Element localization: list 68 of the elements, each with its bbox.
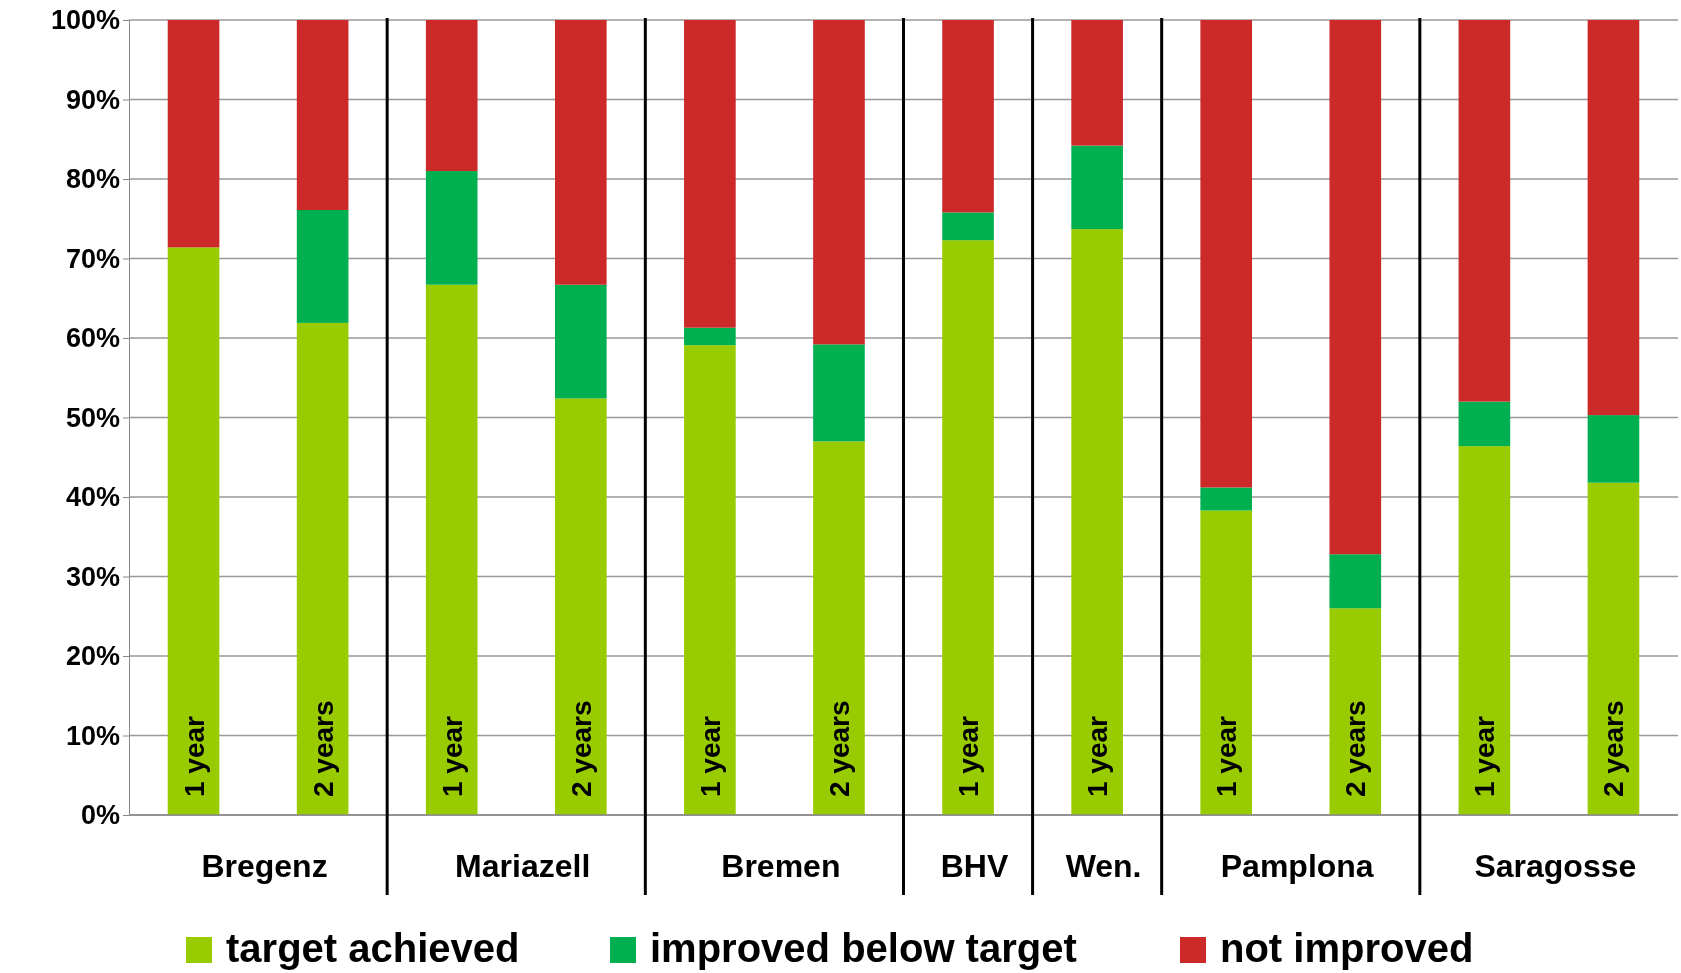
x-tick-label: 2 years bbox=[1598, 700, 1630, 797]
bar bbox=[1587, 20, 1640, 416]
y-tick-label: 50% bbox=[65, 402, 120, 433]
y-tick-label: 30% bbox=[65, 561, 120, 592]
y-tick-label: 70% bbox=[65, 243, 120, 274]
bar bbox=[1071, 145, 1123, 230]
bar bbox=[425, 284, 478, 815]
y-tick-label: 80% bbox=[65, 164, 120, 195]
x-tick-label: 1 year bbox=[694, 715, 726, 797]
y-tick-label: 100% bbox=[50, 5, 120, 36]
bar bbox=[684, 327, 736, 346]
bar bbox=[1200, 20, 1253, 488]
y-tick-label: 0% bbox=[80, 800, 120, 831]
bar bbox=[167, 247, 220, 815]
bar bbox=[296, 210, 349, 323]
bar bbox=[554, 284, 607, 399]
bar bbox=[942, 240, 994, 815]
bar bbox=[1329, 608, 1382, 815]
bar bbox=[1200, 510, 1253, 815]
legend-label: target achieved bbox=[226, 926, 520, 970]
legend-label: improved below target bbox=[650, 926, 1077, 970]
text: Mariazell bbox=[455, 848, 591, 884]
legend-label: not improved bbox=[1220, 926, 1474, 970]
y-tick-label: 90% bbox=[65, 84, 120, 115]
bar bbox=[1329, 20, 1382, 555]
bar bbox=[167, 20, 220, 248]
bar bbox=[813, 344, 865, 442]
x-tick-label: 1 year bbox=[1211, 715, 1243, 797]
x-tick-label: 2 years bbox=[1340, 700, 1372, 797]
bar bbox=[813, 441, 865, 815]
x-tick-label: 2 years bbox=[565, 700, 597, 797]
bar bbox=[942, 212, 994, 241]
y-tick-label: 40% bbox=[65, 482, 120, 513]
text: Wen. bbox=[1065, 848, 1142, 884]
text: BHV bbox=[940, 848, 1009, 884]
x-tick-label: 1 year bbox=[178, 715, 210, 797]
bar bbox=[813, 20, 865, 345]
x-tick-label: 2 years bbox=[823, 700, 855, 797]
x-tick-label: 1 year bbox=[436, 715, 468, 797]
bar bbox=[296, 322, 349, 815]
bar bbox=[1587, 482, 1640, 815]
x-tick-label: 1 year bbox=[953, 715, 985, 797]
bar bbox=[684, 20, 736, 328]
y-tick-label: 60% bbox=[65, 323, 120, 354]
bar bbox=[1458, 20, 1511, 402]
text: Saragosse bbox=[1474, 848, 1637, 884]
bar bbox=[1329, 554, 1382, 609]
bar bbox=[425, 20, 478, 172]
bar bbox=[554, 20, 607, 285]
bar bbox=[1200, 487, 1253, 511]
bar bbox=[1071, 229, 1123, 815]
bar bbox=[684, 345, 736, 815]
bar bbox=[554, 398, 607, 815]
bar bbox=[1458, 401, 1511, 447]
text: Bregenz bbox=[201, 848, 328, 884]
bar bbox=[1587, 415, 1640, 483]
bar bbox=[942, 20, 994, 213]
bar bbox=[296, 20, 349, 211]
text: Bremen bbox=[721, 848, 841, 884]
x-tick-label: 2 years bbox=[307, 700, 339, 797]
bar bbox=[1458, 446, 1511, 815]
text: Pamplona bbox=[1220, 848, 1374, 884]
bar bbox=[1071, 20, 1123, 146]
bar bbox=[425, 171, 478, 285]
x-tick-label: 1 year bbox=[1082, 715, 1114, 797]
y-tick-label: 20% bbox=[65, 641, 120, 672]
y-tick-label: 10% bbox=[65, 720, 120, 751]
x-tick-label: 1 year bbox=[1469, 715, 1501, 797]
